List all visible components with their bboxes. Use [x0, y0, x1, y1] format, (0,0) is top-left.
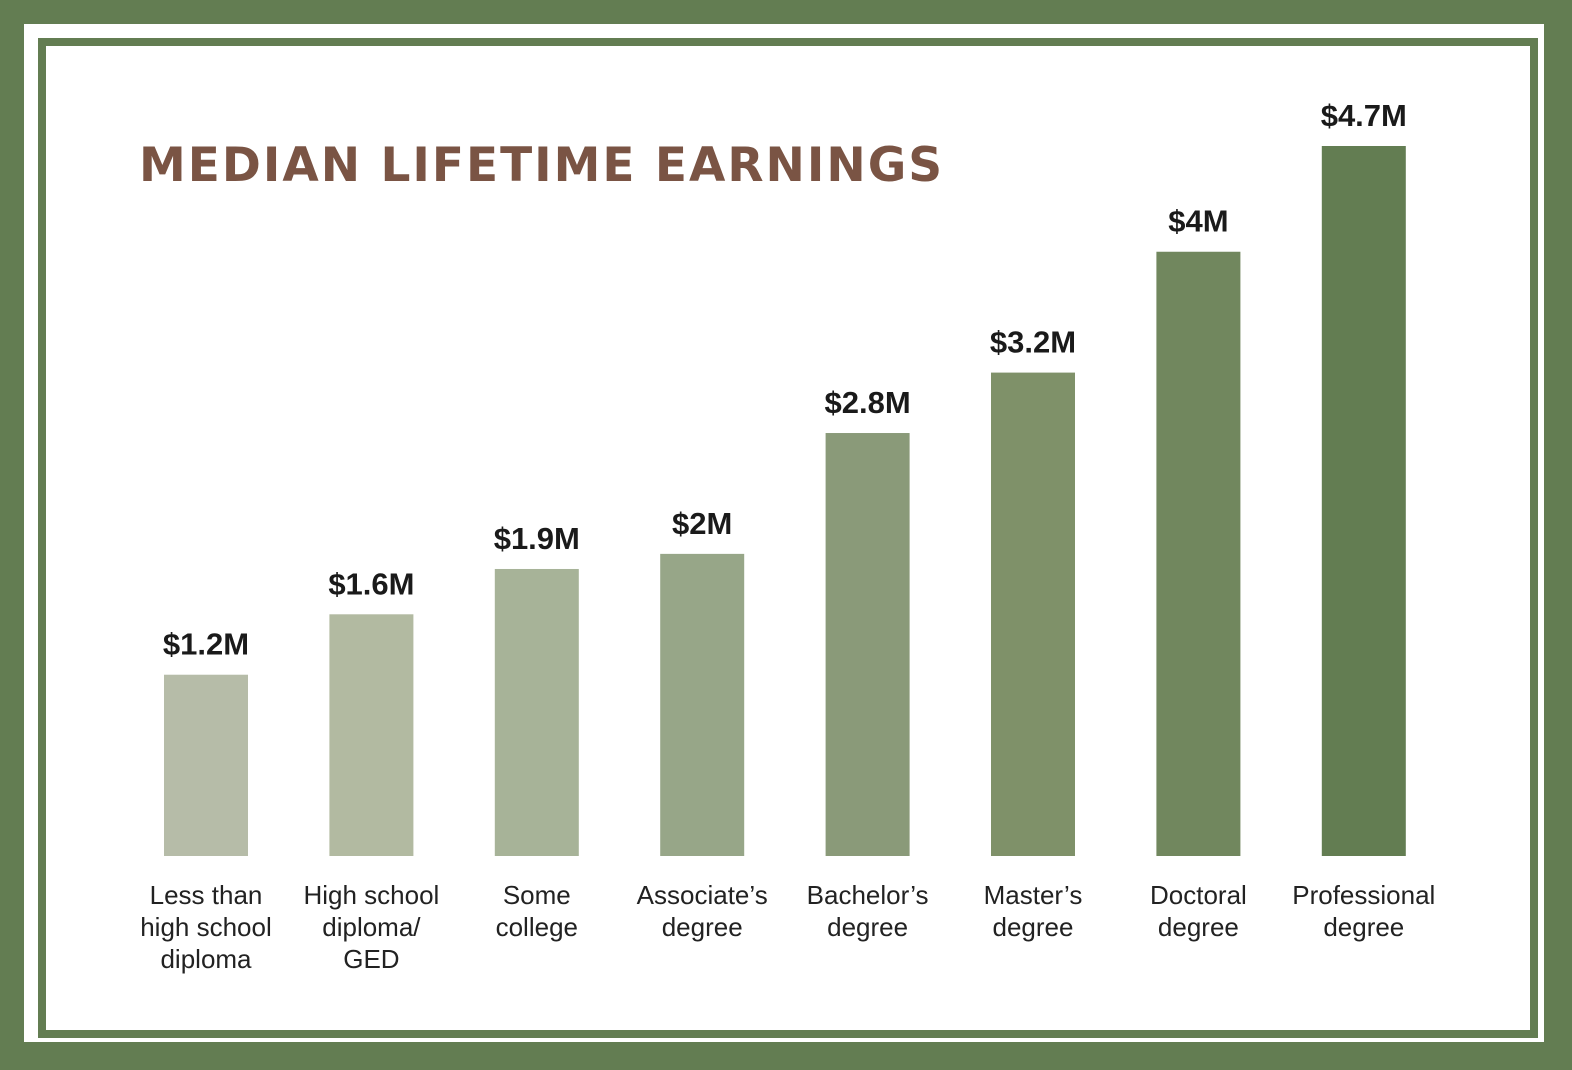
category-label-line: Associate’s — [637, 880, 768, 910]
category-label-line: high school — [140, 912, 272, 942]
value-label-2: $1.9M — [494, 521, 580, 556]
category-label-line: GED — [343, 944, 399, 974]
category-label-line: degree — [827, 912, 908, 942]
category-label-1: High school diploma/GED — [303, 880, 439, 974]
category-label-line: diploma/ — [322, 912, 421, 942]
category-label-line: Some — [503, 880, 571, 910]
bars-group: $1.2M Less than high school diploma $1.6M Hig… — [140, 98, 1435, 974]
category-label-line: degree — [662, 912, 743, 942]
value-label-5: $3.2M — [990, 325, 1076, 360]
chart-title: MEDIAN LIFETIME EARNINGS — [139, 138, 944, 193]
category-label-line: Less than — [150, 880, 263, 910]
bar-3 — [660, 553, 745, 856]
inner-frame — [38, 38, 1538, 1038]
value-label-3: $2M — [672, 506, 732, 541]
bar-7 — [1321, 146, 1406, 856]
value-label-4: $2.8M — [825, 385, 911, 420]
bar-6 — [1156, 251, 1241, 856]
category-label-5: Master’s degree — [984, 880, 1083, 942]
bar-5 — [991, 372, 1075, 856]
value-label-1: $1.6M — [328, 566, 414, 601]
category-label-6: Doctoral degree — [1150, 880, 1247, 942]
category-label-line: Professional — [1292, 880, 1435, 910]
category-label-line: degree — [1158, 912, 1239, 942]
value-label-0: $1.2M — [163, 627, 249, 662]
bar-2 — [494, 568, 579, 856]
bar-4 — [825, 433, 910, 856]
value-label-7: $4.7M — [1321, 98, 1407, 133]
category-label-line: High school — [303, 880, 439, 910]
category-label-0: Less than high school diploma — [140, 880, 272, 974]
category-label-7: Professional degree — [1292, 880, 1435, 942]
value-label-6: $4M — [1168, 204, 1228, 239]
category-label-3: Associate’s degree — [637, 880, 768, 942]
bar-0 — [164, 674, 248, 856]
category-label-2: Some college — [496, 880, 578, 942]
category-label-line: Master’s — [984, 880, 1083, 910]
category-label-line: degree — [993, 912, 1074, 942]
category-label-line: Doctoral — [1150, 880, 1247, 910]
category-label-line: degree — [1323, 912, 1404, 942]
category-label-4: Bachelor’s degree — [807, 880, 929, 942]
category-label-line: diploma — [160, 944, 252, 974]
category-label-line: college — [496, 912, 578, 942]
bar-1 — [329, 614, 414, 856]
category-label-line: Bachelor’s — [807, 880, 929, 910]
